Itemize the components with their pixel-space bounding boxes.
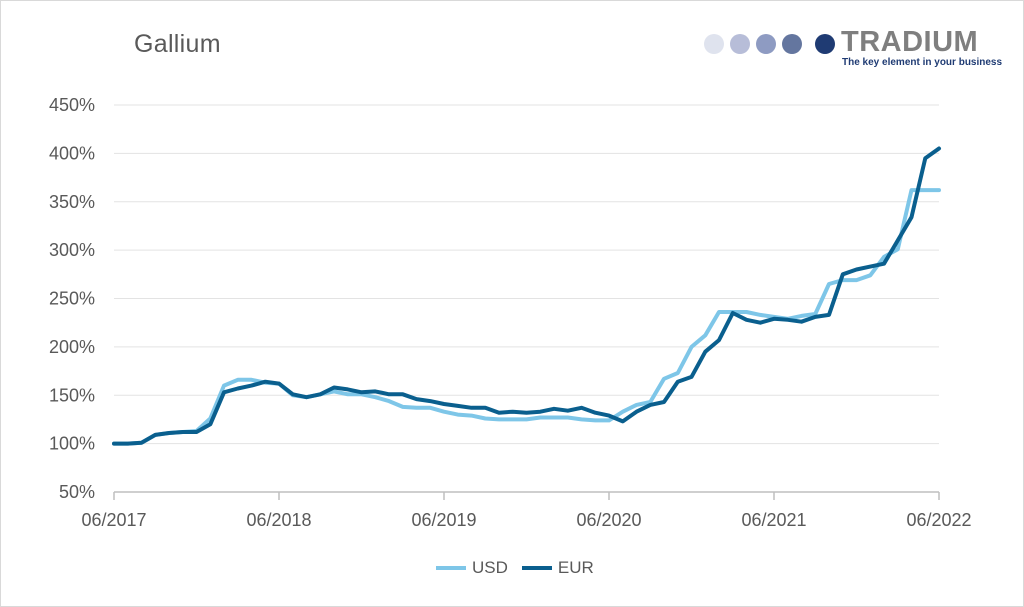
legend-label-eur: EUR — [557, 558, 594, 577]
y-tick-label: 100% — [49, 434, 95, 454]
y-tick-label: 300% — [49, 240, 95, 260]
y-tick-label: 250% — [49, 289, 95, 309]
logo-dot-2 — [730, 34, 750, 54]
x-tick-labels: 06/2017 06/2018 06/2019 06/2020 06/2021 06/20… — [81, 510, 971, 530]
x-tick-label: 06/2018 — [246, 510, 311, 530]
usd-series-line — [112, 188, 941, 446]
chart-title: Gallium — [134, 30, 221, 58]
legend-item-eur: EUR — [521, 558, 594, 578]
x-tick-label: 06/2019 — [411, 510, 476, 530]
y-tick-label: 150% — [49, 385, 95, 405]
x-tick-label: 06/2021 — [741, 510, 806, 530]
logo-dot-5 — [815, 34, 835, 54]
logo-dot-1 — [704, 34, 724, 54]
legend-label-usd: USD — [472, 558, 508, 577]
x-tick-label: 06/2022 — [906, 510, 971, 530]
y-tick-label: 50% — [59, 482, 95, 502]
tradium-logo: TRADIUM The key element in your business — [700, 26, 1003, 72]
legend: USD EUR — [436, 557, 608, 579]
y-tick-label: 450% — [49, 95, 95, 115]
legend-swatch-usd — [436, 566, 466, 570]
logo-dot-4 — [782, 34, 802, 54]
eur-series-line — [112, 146, 941, 446]
logo-wordmark: TRADIUM — [841, 26, 979, 58]
logo-tagline: The key element in your business — [842, 57, 1003, 68]
y-tick-label: 400% — [49, 143, 95, 163]
logo-dot-3 — [756, 34, 776, 54]
x-tick-label: 06/2020 — [576, 510, 641, 530]
series-lines — [112, 146, 941, 446]
legend-item-usd: USD — [436, 558, 508, 578]
gridlines — [114, 104, 939, 445]
x-tick-label: 06/2017 — [81, 510, 146, 530]
legend-swatch-eur — [521, 566, 552, 570]
y-tick-label: 200% — [49, 337, 95, 357]
x-axis — [113, 491, 940, 500]
y-tick-labels: 50% 100% 150% 200% 250% 300% 350% 400% 450% — [49, 95, 95, 502]
y-tick-label: 350% — [49, 192, 95, 212]
